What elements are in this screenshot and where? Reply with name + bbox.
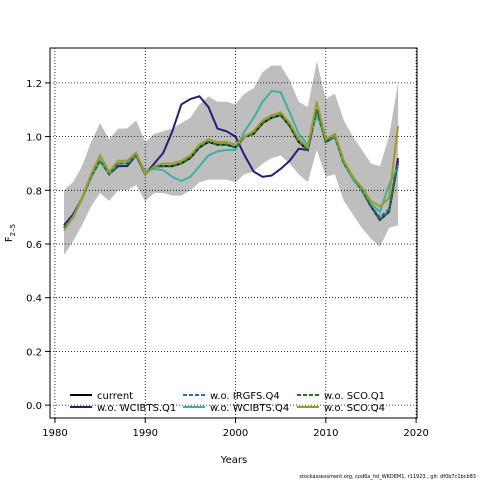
- y-tick-label: 0.0: [26, 401, 42, 412]
- y-axis-label: F2–5: [4, 224, 17, 242]
- plot-frame: [49, 47, 418, 419]
- x-tick-label: 1980: [42, 428, 67, 439]
- x-tick-label: 2020: [403, 428, 428, 439]
- y-tick-label: 0.8: [26, 186, 42, 197]
- x-tick-label: 2000: [223, 428, 248, 439]
- legend-label: w.o. WCIBTS.Q1: [97, 403, 176, 414]
- legend-label: current: [97, 391, 133, 402]
- legend-label: w.o. IRGFS.Q4: [210, 391, 280, 402]
- confidence-band: [63, 61, 399, 255]
- legend-label: w.o. SCO.Q1: [324, 391, 385, 402]
- series-line: [63, 101, 400, 232]
- y-axis-label-sub: 2–5: [9, 224, 17, 236]
- x-tick-label: 1990: [133, 428, 158, 439]
- legend-label: w.o. WCIBTS.Q4: [210, 403, 289, 414]
- y-tick-label: 1.0: [26, 133, 42, 144]
- x-axis-label: Years: [220, 455, 247, 466]
- footer: stockassessment.org, cod6a_hd_WKDEM1, r1…: [299, 474, 476, 480]
- y-tick-label: 0.2: [26, 347, 42, 358]
- legend-label: w.o. SCO.Q4: [324, 403, 385, 414]
- y-tick-label: 0.4: [26, 294, 42, 305]
- y-tick-label: 0.6: [26, 240, 42, 251]
- x-tick-label: 2010: [313, 428, 338, 439]
- y-tick-label: 1.2: [26, 79, 42, 90]
- y-axis-label-main: F: [4, 236, 15, 242]
